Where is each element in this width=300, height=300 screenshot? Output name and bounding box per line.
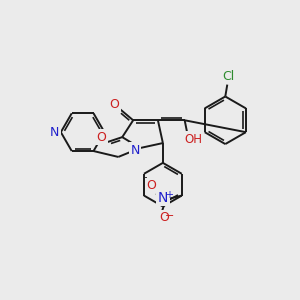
- Text: O: O: [146, 179, 156, 192]
- Text: OH: OH: [184, 133, 202, 146]
- Text: −: −: [165, 212, 175, 221]
- Text: O: O: [110, 98, 119, 111]
- Text: N: N: [50, 126, 60, 139]
- Text: O: O: [97, 130, 106, 144]
- Text: +: +: [165, 190, 173, 200]
- Text: N: N: [158, 190, 168, 205]
- Text: Cl: Cl: [222, 70, 234, 83]
- Text: N: N: [130, 143, 140, 157]
- Text: O: O: [159, 211, 169, 224]
